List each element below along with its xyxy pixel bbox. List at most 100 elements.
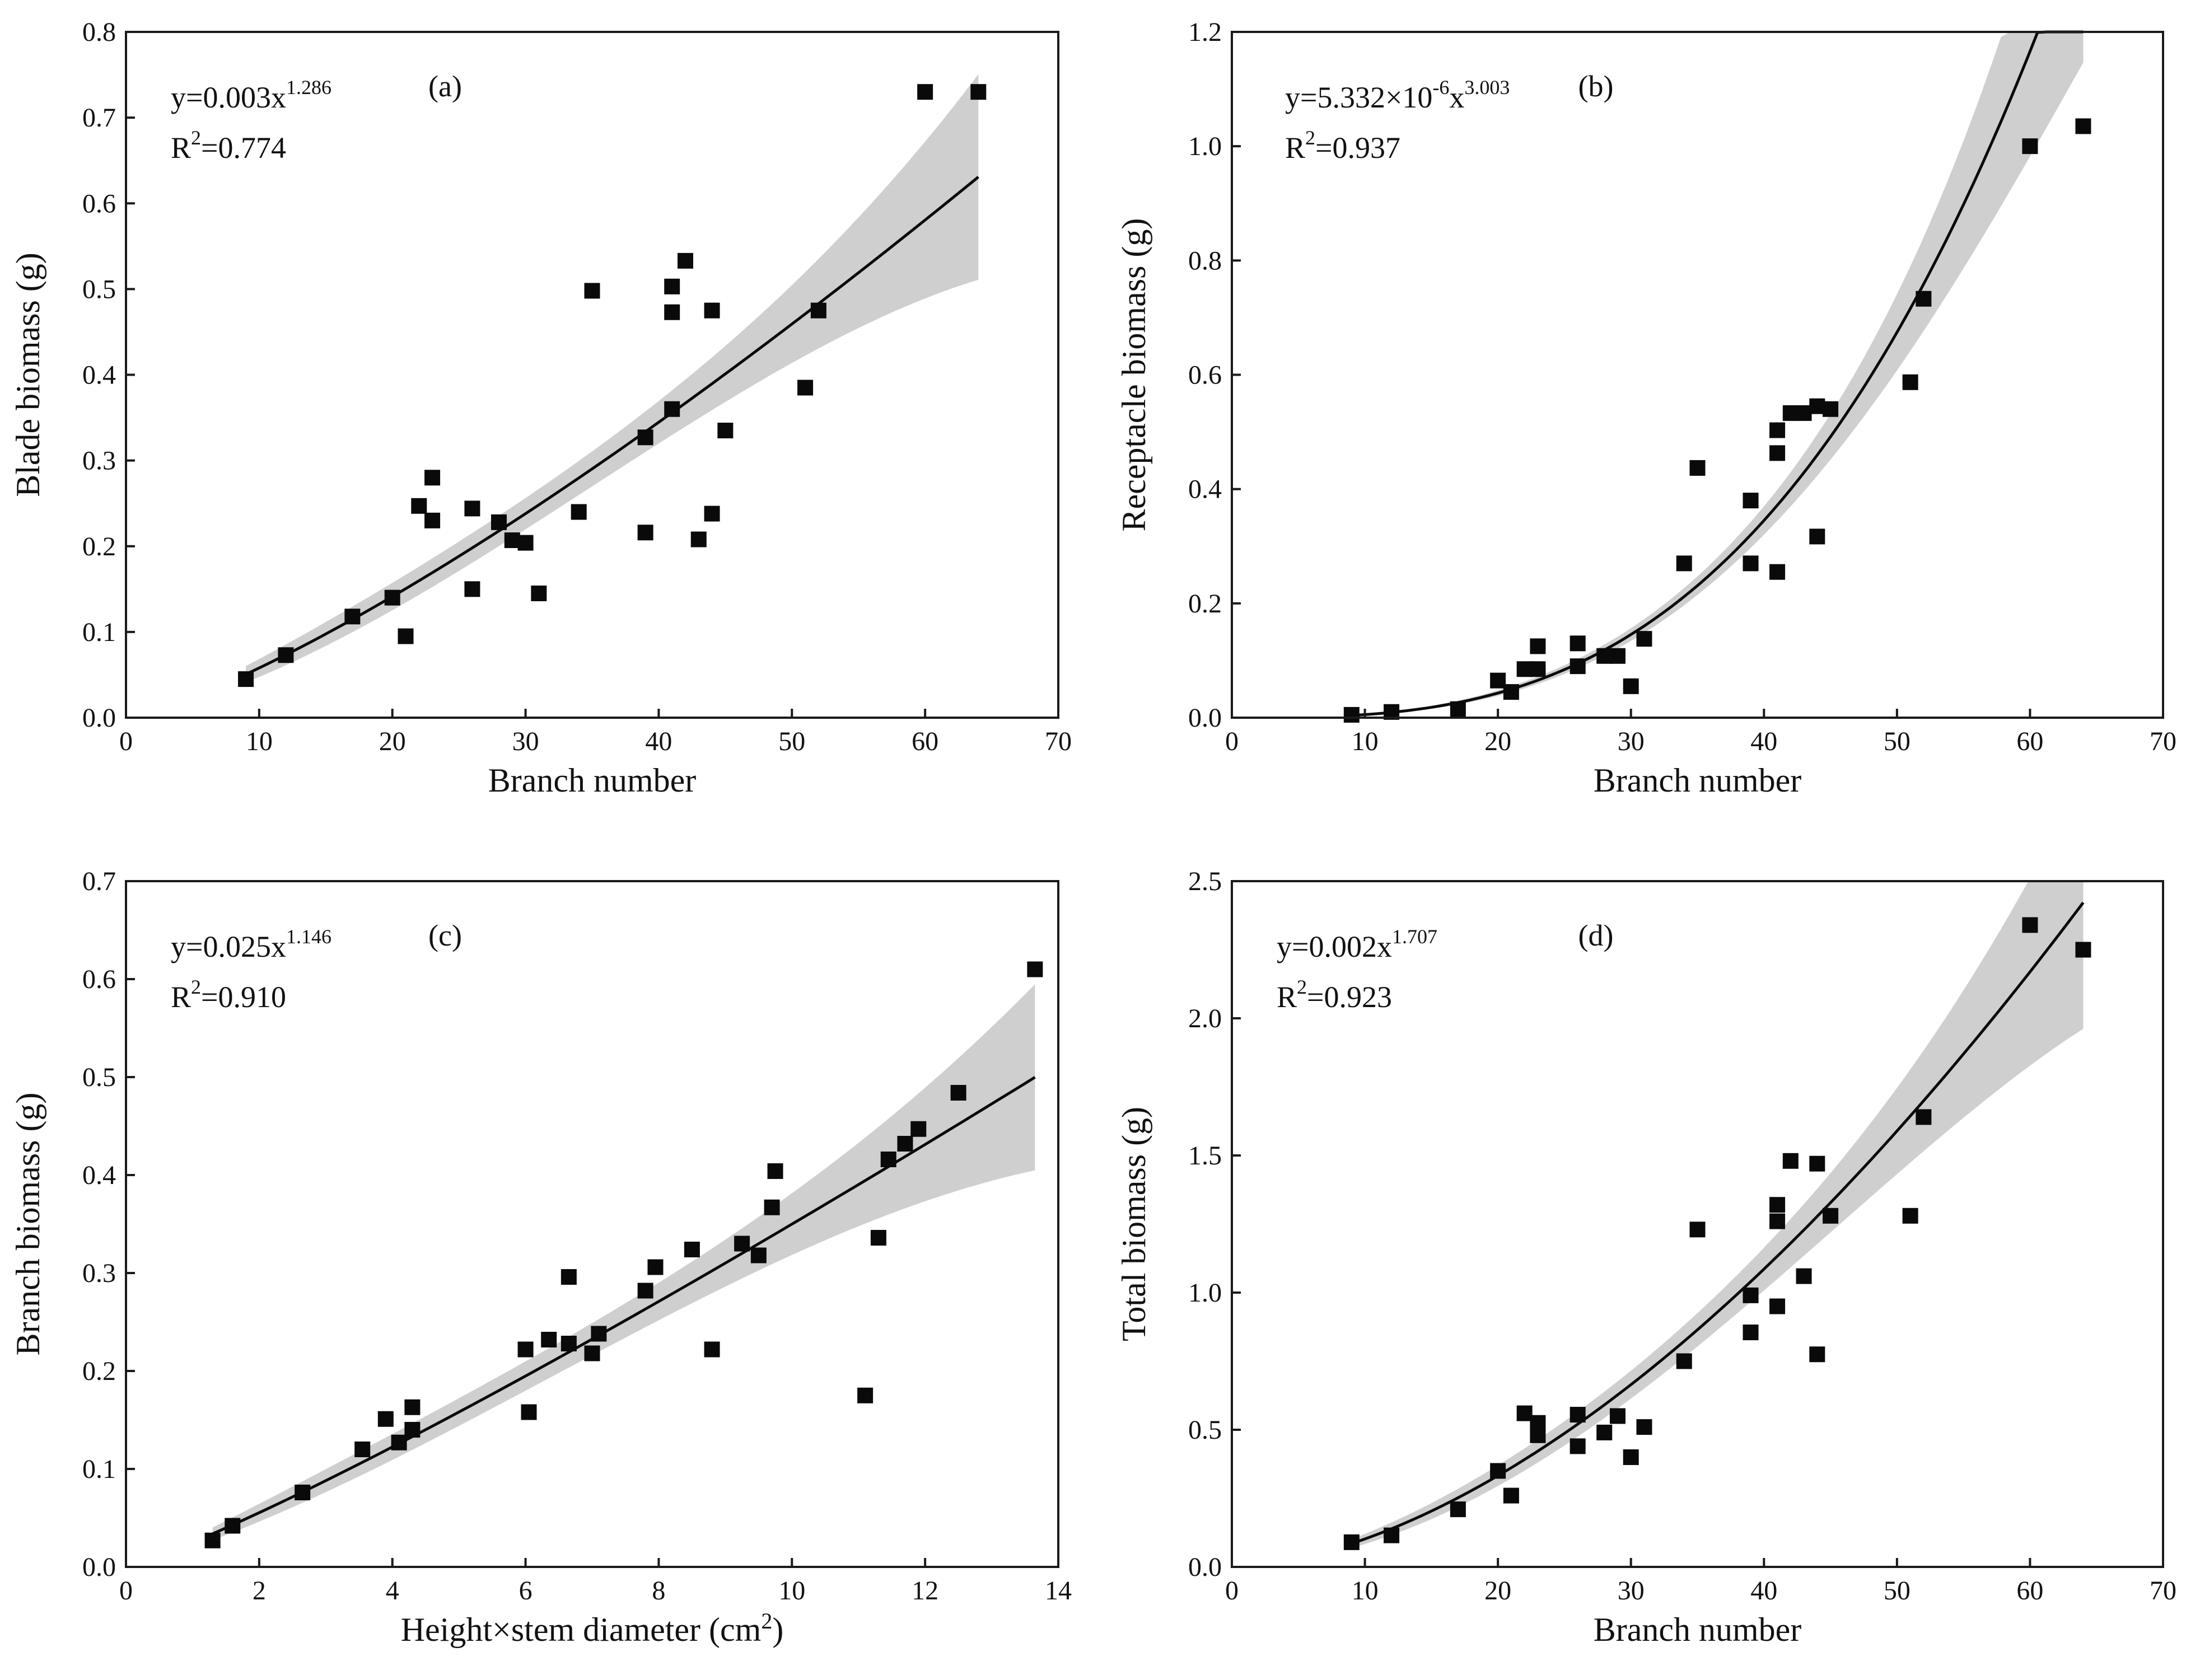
x-axis-label-c: Height×stem diameter (cm2) — [401, 1608, 784, 1648]
x-tick-label-c: 2 — [253, 1576, 266, 1606]
data-point-a — [384, 589, 400, 606]
y-tick-label-b: 1.0 — [1188, 132, 1222, 161]
fit-curve-d — [1351, 901, 2085, 1545]
data-point-b — [1676, 555, 1692, 572]
equation-d: y=0.002x1.707 — [1277, 925, 1437, 963]
data-point-c — [541, 1332, 557, 1347]
data-point-d — [1490, 1463, 1506, 1479]
data-point-d — [1450, 1501, 1466, 1518]
y-tick-label-c: 0.7 — [82, 867, 116, 896]
y-tick-label-a: 0.0 — [82, 703, 116, 733]
panel-label-b: (b) — [1578, 69, 1614, 103]
y-tick-label-c: 0.2 — [82, 1356, 116, 1386]
data-point-c — [560, 1336, 577, 1351]
data-point-c — [734, 1236, 750, 1252]
data-point-d — [1743, 1287, 1759, 1303]
data-point-d — [1689, 1222, 1706, 1238]
x-tick-label-a: 50 — [778, 727, 805, 756]
x-tick-label-d: 20 — [1484, 1576, 1511, 1606]
y-axis-label-a: Blade biomass (g) — [10, 252, 46, 497]
data-point-c — [391, 1434, 407, 1450]
panel-label-d: (d) — [1578, 919, 1614, 952]
data-point-d — [1823, 1208, 1839, 1224]
y-tick-label-b: 0.6 — [1188, 361, 1222, 390]
data-point-b — [1743, 493, 1759, 509]
confidence-band-a — [246, 74, 979, 683]
data-point-a — [398, 628, 414, 644]
data-point-a — [491, 514, 507, 530]
data-point-c — [684, 1242, 700, 1257]
x-tick-label-a: 20 — [379, 727, 406, 756]
data-point-a — [678, 252, 693, 269]
equation-b: y=5.332×10-6x3.003 — [1285, 76, 1510, 114]
data-point-b — [1809, 398, 1825, 414]
data-point-b — [2075, 118, 2091, 134]
x-tick-label-a: 40 — [645, 727, 672, 756]
data-point-d — [1609, 1408, 1626, 1424]
y-tick-label-a: 0.3 — [82, 446, 116, 476]
y-tick-label-b: 0.8 — [1188, 246, 1222, 275]
data-point-d — [1902, 1208, 1918, 1224]
y-tick-label-a: 0.2 — [82, 532, 116, 561]
confidence-band-d — [1351, 881, 2084, 1548]
data-point-d — [1769, 1213, 1786, 1229]
y-tick-label-d: 0.5 — [1188, 1415, 1222, 1445]
data-point-d — [1676, 1353, 1692, 1369]
data-point-b — [1769, 445, 1786, 461]
data-point-c — [1027, 961, 1043, 977]
data-point-c — [204, 1532, 221, 1548]
data-point-a — [704, 506, 720, 522]
r-squared-d: R2=0.923 — [1277, 976, 1392, 1014]
data-point-b — [1809, 528, 1825, 545]
x-axis-label-b: Branch number — [1594, 762, 1802, 799]
x-tick-label-b: 70 — [2150, 727, 2176, 756]
x-tick-label-c: 4 — [386, 1576, 399, 1606]
data-point-c — [767, 1163, 783, 1179]
data-point-c — [354, 1442, 371, 1457]
data-point-b — [1796, 405, 1812, 421]
x-tick-label-d: 0 — [1225, 1576, 1239, 1606]
data-point-d — [1530, 1427, 1546, 1443]
r-squared-c: R2=0.910 — [171, 976, 286, 1014]
y-tick-label-a: 0.1 — [82, 617, 116, 647]
data-point-c — [764, 1199, 780, 1215]
data-point-a — [411, 498, 427, 514]
data-point-b — [1769, 422, 1786, 438]
data-point-a — [464, 581, 480, 597]
x-tick-label-d: 10 — [1352, 1576, 1379, 1606]
data-point-c — [750, 1247, 767, 1263]
data-point-b — [1916, 291, 1932, 307]
data-point-c — [377, 1411, 394, 1427]
y-tick-label-c: 0.0 — [82, 1552, 116, 1582]
y-tick-label-b: 0.4 — [1188, 475, 1222, 504]
data-point-d — [1570, 1438, 1586, 1454]
x-tick-label-a: 30 — [512, 727, 539, 756]
data-point-c — [404, 1399, 421, 1415]
data-point-c — [591, 1326, 607, 1342]
x-tick-label-d: 50 — [1884, 1576, 1911, 1606]
data-point-c — [857, 1387, 874, 1403]
y-axis-label-c: Branch biomass (g) — [10, 1093, 46, 1356]
x-tick-label-b: 60 — [2016, 727, 2043, 756]
x-tick-label-b: 10 — [1352, 727, 1379, 756]
fit-curve-c — [212, 1076, 1036, 1536]
data-point-a — [584, 283, 600, 299]
data-point-a — [278, 647, 294, 663]
plot-frame-c — [125, 880, 1059, 1568]
panel-a: 0 10 20 30 40 50 60 70 0.0 0.1 0.2 0.3 0.4 0.5 0.6 0.7 0… — [10, 17, 1072, 799]
panel-label-c: (c) — [428, 919, 462, 952]
plot-frame-d — [1231, 880, 2164, 1568]
x-tick-label-a: 10 — [246, 727, 273, 756]
data-point-d — [1769, 1298, 1786, 1314]
data-point-a — [717, 423, 734, 439]
data-point-d — [1916, 1109, 1932, 1125]
y-tick-label-a: 0.7 — [82, 103, 116, 133]
panel-c: 0 2 4 6 8 10 12 14 0.0 0.1 0.2 0.3 0.4 0.5 0.6 0.7 Heig… — [10, 867, 1072, 1648]
data-point-b — [1503, 684, 1519, 700]
data-point-a — [664, 304, 680, 320]
data-point-d — [1809, 1155, 1825, 1172]
data-point-b — [1570, 635, 1586, 652]
data-point-d — [1384, 1527, 1400, 1543]
y-tick-label-d: 1.0 — [1188, 1278, 1222, 1308]
